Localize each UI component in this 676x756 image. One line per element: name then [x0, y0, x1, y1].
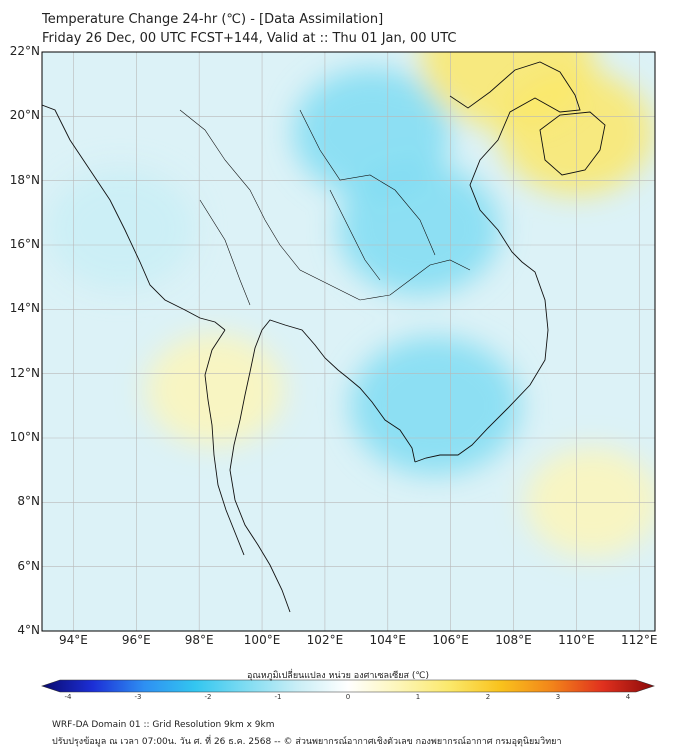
colorbar-tick: -3 [134, 693, 142, 701]
coastline-vietnam [414, 61, 581, 463]
map-subtitle: Friday 26 Dec, 00 UTC FCST+144, Valid at… [42, 31, 457, 46]
lat-label: 12°N [9, 365, 40, 380]
colorbar-title: อุณหภูมิเปลี่ยนแปลง หน่วย องศาเซลเซียส (… [246, 671, 430, 681]
colorbar-tick: -4 [64, 693, 72, 701]
lat-label: 18°N [9, 172, 40, 187]
lat-label: 4°N [17, 623, 40, 637]
lon-label: 102°E [306, 633, 344, 647]
anomaly-warming-gulf-of-tonkin-north [420, 52, 595, 130]
lon-label: 104°E [369, 633, 407, 647]
coastline-cambodia-thailand-gulf [229, 319, 416, 613]
colorbar-tick: 0 [345, 693, 351, 701]
lon-label: 112°E [621, 633, 658, 647]
lon-label: 108°E [495, 633, 532, 647]
coastline-andaman [204, 329, 245, 556]
anomaly-warming-andaman-coast [145, 333, 284, 446]
anomaly-cooling-central-laos [338, 163, 501, 295]
map-frame [41, 51, 656, 632]
colorbar-tick: -1 [274, 693, 282, 701]
lon-label: 110°E [558, 633, 595, 647]
colorbar-tick: -2 [204, 693, 212, 701]
footer-model-info: WRF-DA Domain 01 :: Grid Resolution 9km … [52, 720, 275, 730]
anomaly-cooling-cambodia [349, 336, 520, 475]
lat-label: 8°N [17, 494, 40, 509]
colorbar-tick: 3 [555, 693, 561, 701]
footer-update-info: ปรับปรุงข้อมูล ณ เวลา 07:00น. วัน ศ. ที่… [52, 737, 562, 747]
colorbar-tick: 2 [485, 693, 491, 701]
colorbar-tick: 1 [415, 693, 421, 701]
lat-label: 10°N [9, 430, 40, 444]
lat-label: 16°N [9, 237, 40, 251]
anomaly-cooling-myanmar-west [45, 167, 196, 290]
lon-label: 100°E [243, 633, 281, 647]
coastline-hainan [539, 111, 606, 176]
lon-label: 96°E [121, 633, 151, 647]
lat-label: 14°N [9, 301, 40, 316]
lon-label: 98°E [184, 633, 214, 647]
colorbar [41, 679, 655, 693]
lat-label: 6°N [17, 558, 40, 573]
colorbar-tick: 4 [625, 693, 631, 701]
coastline-myanmar [42, 104, 226, 331]
lat-label: 20°N [9, 108, 40, 123]
lon-label: 106°E [432, 633, 469, 647]
lon-label: 94°E [58, 633, 88, 647]
border-inland [179, 109, 471, 306]
lat-label: 22°N [9, 44, 40, 58]
map-title: Temperature Change 24-hr (℃) - [Data Ass… [42, 12, 384, 27]
